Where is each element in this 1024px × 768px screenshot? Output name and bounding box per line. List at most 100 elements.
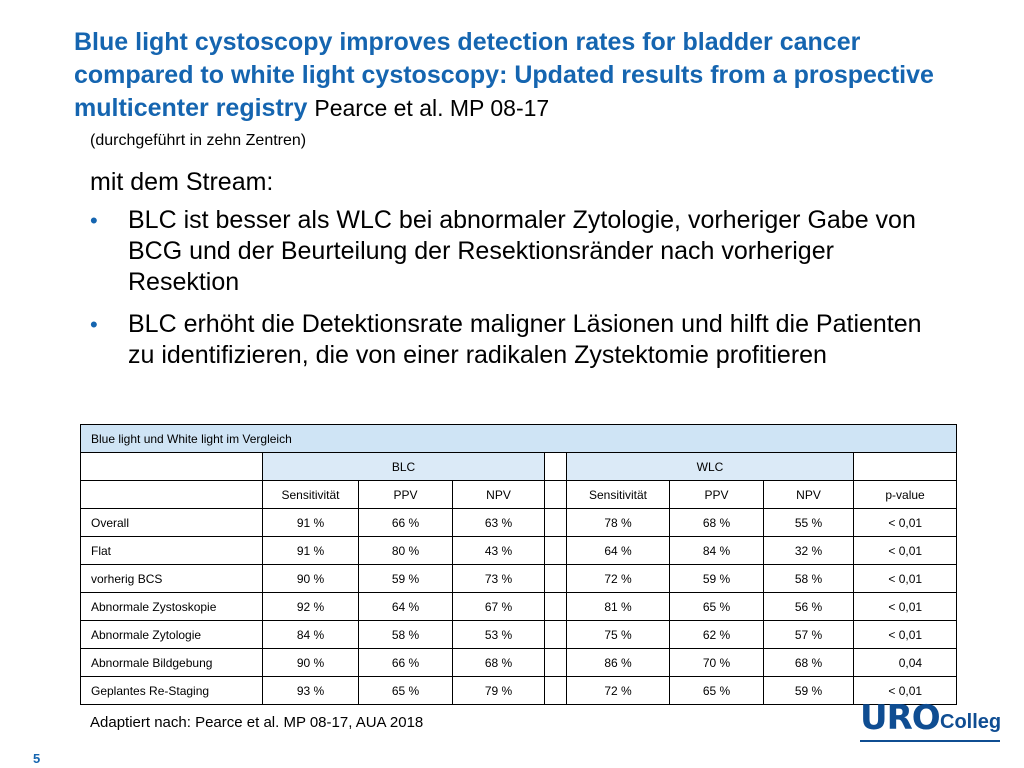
logo-colleg-text: Colleg (940, 711, 1002, 733)
row-label: Flat (80, 536, 263, 565)
value-cell: 70 % (669, 648, 764, 677)
source-citation: Adaptiert nach: Pearce et al. MP 08-17, … (90, 714, 424, 731)
p-value-cell: < 0,01 (852, 564, 958, 593)
table-row: Geplantes Re-Staging 93 % 65 % 79 % 72 % 65 %… (80, 676, 958, 705)
table-row: Flat 91 % 80 % 43 % 64 % 84 % 32 % < 0,01 (80, 536, 958, 565)
column-header: NPV (452, 480, 545, 509)
logo-uro-text: URO (860, 698, 941, 738)
spacer-cell (544, 620, 567, 649)
value-cell: 80 % (358, 536, 453, 565)
slide-title: Blue light cystoscopy improves detection… (74, 26, 974, 125)
empty-cell (80, 480, 263, 509)
value-cell: 79 % (452, 676, 545, 705)
bullet-item: • BLC erhöht die Detektionsrate maligner… (90, 309, 950, 371)
empty-cell (852, 452, 958, 481)
value-cell: 32 % (763, 536, 854, 565)
value-cell: 68 % (452, 648, 545, 677)
lead-text: mit dem Stream: (90, 168, 274, 196)
value-cell: 59 % (763, 676, 854, 705)
bullet-text: BLC erhöht die Detektionsrate maligner L… (128, 310, 922, 369)
spacer-cell (544, 508, 567, 537)
table-caption-row: Blue light und White light im Vergleich (79, 424, 958, 453)
table-row: Abnormale Zytologie 84 % 58 % 53 % 75 % 62 % 5… (80, 620, 958, 649)
p-value-cell: < 0,01 (852, 620, 958, 649)
value-cell: 86 % (566, 648, 670, 677)
value-cell: 59 % (669, 564, 764, 593)
bullet-icon: • (90, 208, 98, 233)
value-cell: 58 % (763, 564, 854, 593)
spacer-cell (544, 452, 567, 481)
table-row: Abnormale Zystoskopie 92 % 64 % 67 % 81 % 65 … (80, 592, 958, 621)
table-row: vorherig BCS 90 % 59 % 73 % 72 % 59 % 58 % < 0,… (80, 564, 958, 593)
value-cell: 53 % (452, 620, 545, 649)
value-cell: 73 % (452, 564, 545, 593)
value-cell: 65 % (669, 592, 764, 621)
page-number: 5 (33, 751, 41, 766)
table-caption: Blue light und White light im Vergleich (79, 424, 958, 453)
group-header-row: BLC WLC (80, 452, 958, 481)
comparison-table: Blue light und White light im Vergleich … (79, 424, 958, 705)
row-label: Geplantes Re-Staging (80, 676, 263, 705)
value-cell: 55 % (763, 508, 854, 537)
uro-colleg-logo: URO Colleg (860, 698, 1002, 742)
bullet-icon: • (90, 312, 98, 337)
value-cell: 75 % (566, 620, 670, 649)
value-cell: 66 % (358, 648, 453, 677)
p-value-cell: < 0,01 (852, 508, 958, 537)
value-cell: 72 % (566, 564, 670, 593)
value-cell: 91 % (262, 508, 359, 537)
bullet-list: • BLC ist besser als WLC bei abnormaler … (90, 205, 950, 382)
row-label: Abnormale Zytologie (80, 620, 263, 649)
value-cell: 91 % (262, 536, 359, 565)
value-cell: 66 % (358, 508, 453, 537)
value-cell: 84 % (669, 536, 764, 565)
value-cell: 43 % (452, 536, 545, 565)
table-body: Blue light und White light im Vergleich … (79, 424, 958, 705)
spacer-cell (544, 648, 567, 677)
column-header: p-value (852, 480, 958, 509)
spacer-cell (544, 536, 567, 565)
value-cell: 63 % (452, 508, 545, 537)
value-cell: 64 % (566, 536, 670, 565)
table-row: Overall 91 % 66 % 63 % 78 % 68 % 55 % < 0,01 (80, 508, 958, 537)
spacer-cell (544, 676, 567, 705)
subnote: (durchgeführt in zehn Zentren) (90, 132, 307, 149)
column-header: NPV (763, 480, 854, 509)
value-cell: 67 % (452, 592, 545, 621)
column-header: Sensitivität (262, 480, 359, 509)
p-value-cell: < 0,01 (852, 592, 958, 621)
column-header-row: Sensitivität PPV NPV Sensitivität PPV NP… (80, 480, 958, 509)
row-label: Abnormale Zystoskopie (80, 592, 263, 621)
value-cell: 65 % (669, 676, 764, 705)
row-label: Overall (80, 508, 263, 537)
logo-underline (860, 740, 1000, 742)
p-value-cell: 0,04 (852, 648, 958, 677)
column-header: PPV (669, 480, 764, 509)
value-cell: 59 % (358, 564, 453, 593)
value-cell: 81 % (566, 592, 670, 621)
bullet-item: • BLC ist besser als WLC bei abnormaler … (90, 205, 950, 298)
value-cell: 68 % (669, 508, 764, 537)
column-header: Sensitivität (566, 480, 670, 509)
spacer-cell (544, 480, 567, 509)
value-cell: 84 % (262, 620, 359, 649)
group-header-wlc: WLC (566, 452, 854, 481)
value-cell: 64 % (358, 592, 453, 621)
value-cell: 56 % (763, 592, 854, 621)
title-author: Pearce et al. MP 08-17 (314, 95, 550, 121)
value-cell: 58 % (358, 620, 453, 649)
value-cell: 90 % (262, 648, 359, 677)
spacer-cell (544, 564, 567, 593)
value-cell: 65 % (358, 676, 453, 705)
value-cell: 78 % (566, 508, 670, 537)
value-cell: 57 % (763, 620, 854, 649)
value-cell: 93 % (262, 676, 359, 705)
group-header-blc: BLC (262, 452, 545, 481)
p-value-cell: < 0,01 (852, 676, 958, 705)
column-header: PPV (358, 480, 453, 509)
value-cell: 72 % (566, 676, 670, 705)
value-cell: 90 % (262, 564, 359, 593)
bullet-text: BLC ist besser als WLC bei abnormaler Zy… (128, 206, 916, 296)
value-cell: 92 % (262, 592, 359, 621)
value-cell: 62 % (669, 620, 764, 649)
